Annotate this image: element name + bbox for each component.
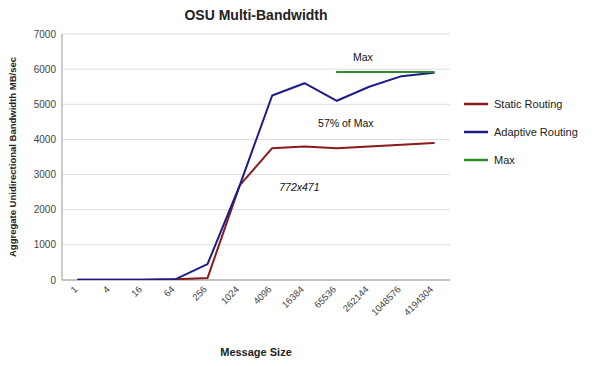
x-tick-label: 4	[100, 284, 112, 296]
y-tick-label: 0	[50, 275, 56, 286]
legend: Static Routing Adaptive Routing Max	[464, 98, 578, 166]
legend-label: Max	[494, 154, 515, 166]
y-tick-label: 3000	[34, 169, 57, 180]
x-tick-label: 16	[129, 284, 144, 299]
annotation: Max	[353, 51, 374, 63]
x-tick-label: 262144	[340, 284, 370, 314]
y-tick-label: 1000	[34, 239, 57, 250]
grid-line	[62, 104, 450, 105]
x-tick-label: 4096	[251, 284, 274, 307]
legend-label: Static Routing	[494, 98, 562, 110]
series-line	[337, 71, 434, 73]
legend-label: Adaptive Routing	[494, 126, 578, 138]
grid-line	[62, 209, 450, 210]
x-tick-label: 1	[68, 284, 80, 296]
grid-line	[62, 69, 450, 70]
y-tick-label: 7000	[34, 29, 57, 40]
x-tick-label: 1024	[219, 284, 242, 307]
y-axis-line	[62, 34, 63, 280]
legend-swatch	[464, 103, 488, 106]
series-line	[78, 73, 434, 280]
chart: 0 1000 2000 3000 4000 5000 6000 7000 1 4 16 64 256 10…	[0, 0, 600, 366]
series-line	[78, 143, 434, 280]
grid-line	[62, 244, 450, 245]
annotation: 772x471	[279, 181, 319, 193]
y-axis-label: Aggregate Unidirectional Bandwidth MB/se…	[7, 57, 18, 257]
grid-line	[62, 174, 450, 175]
x-tick-label: 1048576	[369, 284, 403, 318]
grid-line	[62, 34, 450, 35]
annotation: 57% of Max	[318, 117, 374, 129]
x-tick-label: 64	[161, 284, 176, 299]
plot-area	[78, 72, 434, 280]
y-tick-label: 6000	[34, 64, 57, 75]
legend-swatch	[464, 159, 488, 162]
y-tick-label: 4000	[34, 134, 57, 145]
x-tick-label: 65536	[312, 284, 338, 310]
y-tick-label: 2000	[34, 204, 57, 215]
x-axis-label: Message Size	[220, 346, 292, 358]
x-tick-label: 256	[190, 284, 209, 303]
x-tick-label: 16384	[279, 284, 305, 310]
grid	[62, 34, 450, 280]
x-tick-label: 4194304	[401, 284, 435, 318]
title: OSU Multi-Bandwidth	[184, 7, 327, 23]
legend-swatch	[464, 131, 488, 134]
chart-container: 0 1000 2000 3000 4000 5000 6000 7000 1 4 16 64 256 10…	[0, 0, 600, 366]
y-tick-label: 5000	[34, 99, 57, 110]
